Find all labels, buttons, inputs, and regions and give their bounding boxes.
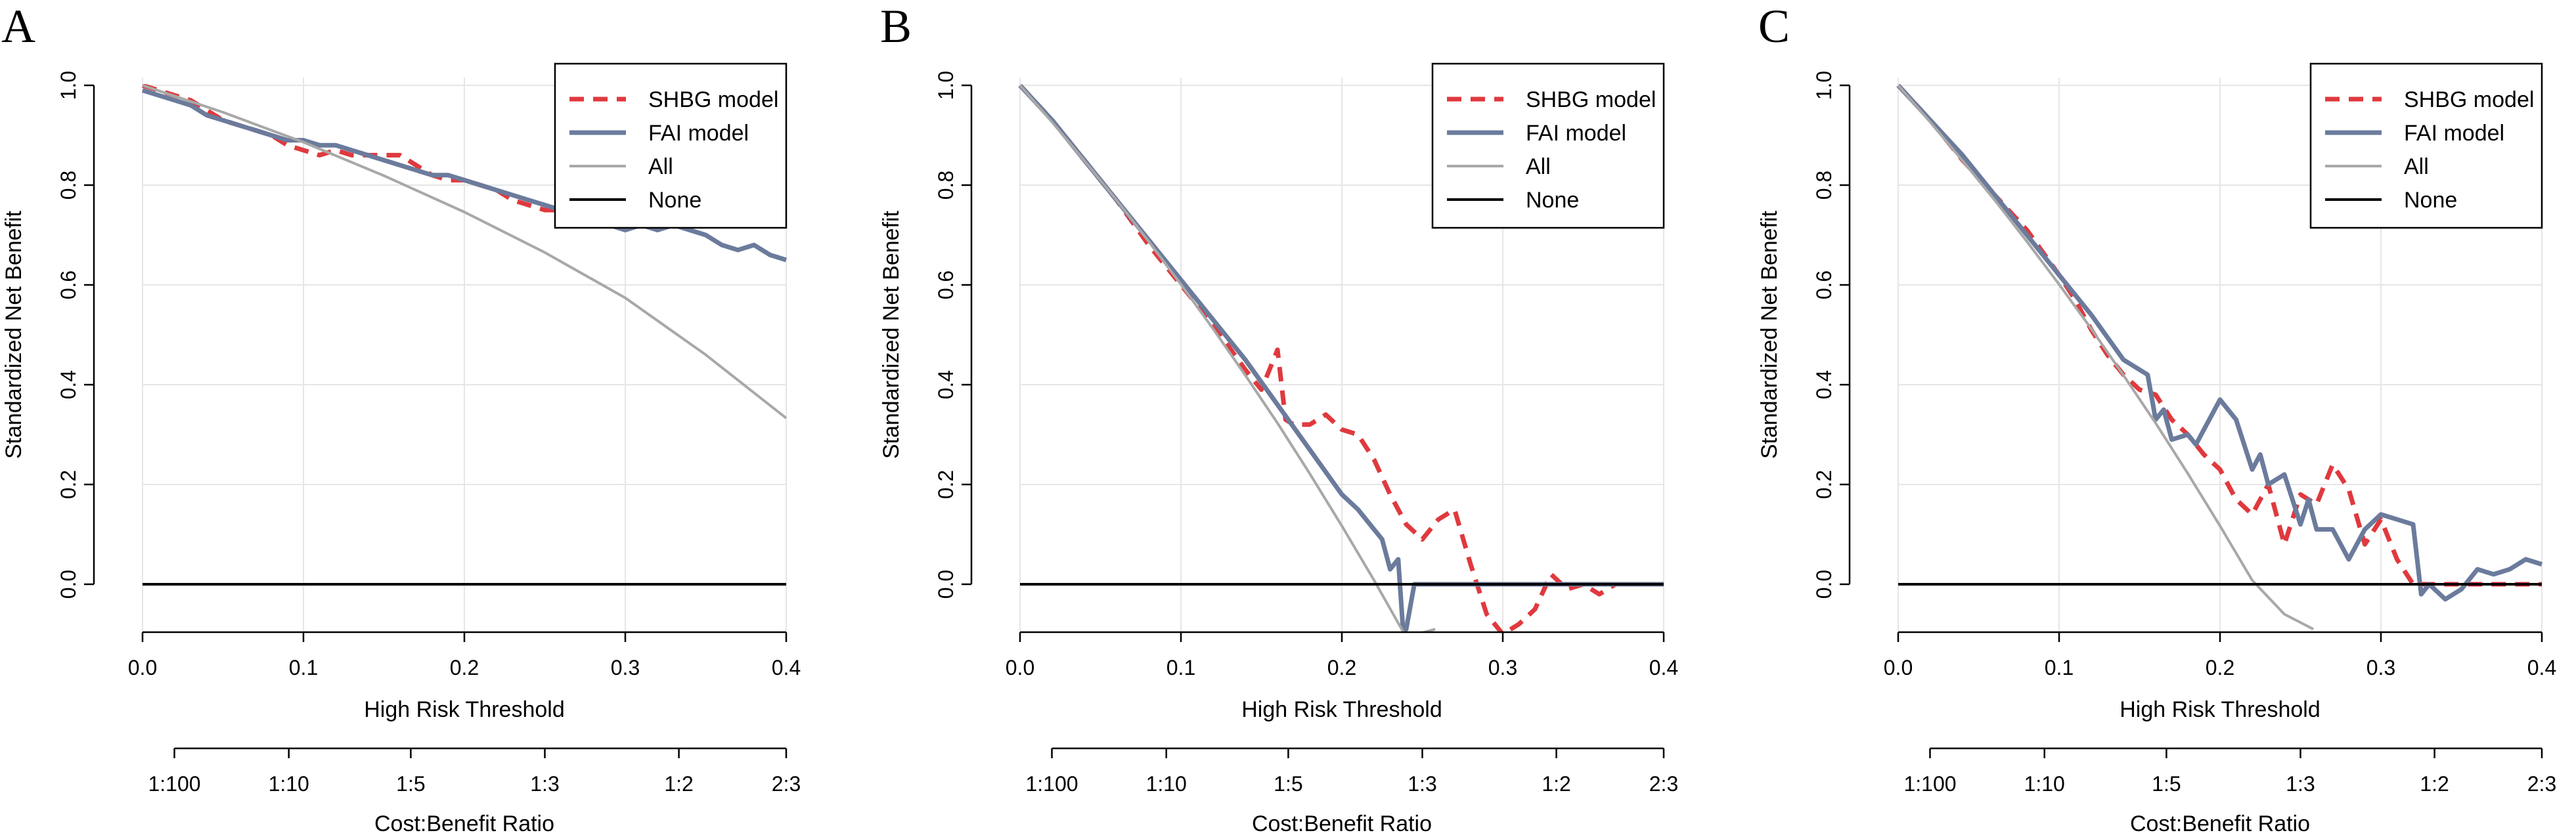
- y-tick-label: 0.4: [1812, 370, 1836, 399]
- y-axis-label: Standardized Net Benefit: [1757, 210, 1782, 459]
- x-tick-label: 0.0: [1006, 656, 1034, 679]
- series-line-all: [1019, 84, 1436, 632]
- x-tick-label: 0.1: [289, 656, 318, 679]
- cost-tick-label: 1:2: [1542, 772, 1570, 796]
- cost-tick-label: 1:10: [269, 772, 309, 796]
- x-tick-label: 0.2: [2206, 656, 2234, 679]
- y-tick-label: 0.2: [934, 470, 958, 499]
- y-tick-label: 0.2: [56, 470, 80, 499]
- y-tick-label: 1.0: [56, 71, 80, 100]
- y-tick-label: 0.8: [1812, 171, 1836, 200]
- x-tick-label: 0.1: [2045, 656, 2074, 679]
- y-tick-label: 0.2: [1812, 470, 1836, 499]
- x-tick-label: 0.0: [1884, 656, 1913, 679]
- series-line-fai-model: [1896, 84, 2543, 602]
- x-tick-label: 0.4: [2527, 656, 2556, 679]
- cost-tick-label: 1:5: [396, 772, 425, 796]
- y-tick-label: 0.0: [56, 570, 80, 599]
- cost-tick-label: 1:2: [664, 772, 693, 796]
- panel-label: A: [1, 0, 35, 53]
- cost-tick-label: 1:3: [1408, 772, 1436, 796]
- y-tick-label: 0.6: [934, 270, 958, 299]
- x-axis-label: High Risk Threshold: [2120, 697, 2321, 722]
- x-tick-label: 0.1: [1166, 656, 1195, 679]
- y-tick-label: 0.8: [934, 171, 958, 200]
- cost-tick-label: 1:2: [2420, 772, 2449, 796]
- cost-axis-label: Cost:Benefit Ratio: [374, 811, 554, 836]
- y-tick-label: 0.8: [56, 171, 80, 200]
- panel-c: 0.0 0.2 0.4 0.6 0.8 1.0 Standardized Net Benef…: [1757, 0, 2556, 836]
- cost-tick-label: 1:100: [1025, 772, 1078, 796]
- x-tick-label: 0.4: [1649, 656, 1678, 679]
- legend: SHBG model FAI model All None: [1431, 62, 1665, 229]
- x-tick-label: 0.3: [611, 656, 640, 679]
- y-tick-label: 0.6: [56, 270, 80, 299]
- cost-tick-label: 1:100: [1903, 772, 1956, 796]
- cost-axis-label: Cost:Benefit Ratio: [2130, 811, 2310, 836]
- cost-tick-label: 1:5: [1274, 772, 1302, 796]
- cost-tick-label: 1:10: [2024, 772, 2065, 796]
- y-axis-label: Standardized Net Benefit: [1, 210, 26, 459]
- cost-tick-label: 2:3: [1649, 772, 1678, 796]
- y-tick-label: 0.6: [1812, 270, 1836, 299]
- x-tick-label: 0.0: [128, 656, 157, 679]
- x-tick-label: 0.3: [1488, 656, 1517, 679]
- legend: SHBG model FAI model All None: [2309, 62, 2543, 229]
- x-tick-label: 0.2: [1327, 656, 1356, 679]
- x-axis-label: High Risk Threshold: [1241, 697, 1442, 722]
- y-tick-label: 0.4: [934, 370, 958, 399]
- legend-label: All: [648, 154, 673, 179]
- legend-label: SHBG model: [648, 87, 778, 112]
- legend-label: None: [1526, 188, 1579, 213]
- cost-tick-label: 1:3: [2286, 772, 2315, 796]
- legend-label: FAI model: [648, 121, 749, 146]
- panel-label: C: [1758, 0, 1790, 53]
- legend-label: None: [2404, 188, 2457, 213]
- cost-tick-label: 1:100: [148, 772, 200, 796]
- legend-label: None: [648, 188, 701, 213]
- x-axis-label: High Risk Threshold: [364, 697, 565, 722]
- y-tick-label: 1.0: [934, 71, 958, 100]
- legend: SHBG model FAI model All None: [554, 62, 788, 229]
- x-tick-label: 0.3: [2366, 656, 2395, 679]
- panel-b: 0.0 0.2 0.4 0.6 0.8 1.0 Standardized Net Benef…: [879, 0, 1678, 836]
- y-axis-label: Standardized Net Benefit: [879, 210, 904, 459]
- y-tick-label: 0.0: [934, 570, 958, 599]
- panel-a: 0.0 0.2 0.4 0.6 0.8 1.0 Standardized Net Benef…: [1, 0, 801, 836]
- cost-tick-label: 1:5: [2152, 772, 2181, 796]
- legend-label: All: [1526, 154, 1551, 179]
- cost-tick-label: 2:3: [2527, 772, 2556, 796]
- legend-label: SHBG model: [1526, 87, 1656, 112]
- legend-label: FAI model: [2404, 121, 2504, 146]
- cost-tick-label: 2:3: [772, 772, 801, 796]
- legend-label: All: [2404, 154, 2429, 179]
- cost-tick-label: 1:3: [530, 772, 559, 796]
- cost-axis-label: Cost:Benefit Ratio: [1252, 811, 1432, 836]
- panel-label: B: [880, 0, 912, 53]
- x-tick-label: 0.4: [772, 656, 801, 679]
- series-line-all: [142, 84, 788, 419]
- legend-label: FAI model: [1526, 121, 1626, 146]
- series-line-shbg-model: [141, 84, 593, 218]
- y-tick-label: 0.4: [56, 370, 80, 399]
- cost-tick-label: 1:10: [1146, 772, 1187, 796]
- y-tick-label: 1.0: [1812, 71, 1836, 100]
- legend-label: SHBG model: [2404, 87, 2534, 112]
- series-line-shbg-model: [1018, 84, 1664, 632]
- x-tick-label: 0.2: [450, 656, 479, 679]
- series-line-all: [1897, 84, 2315, 631]
- y-tick-label: 0.0: [1812, 570, 1836, 599]
